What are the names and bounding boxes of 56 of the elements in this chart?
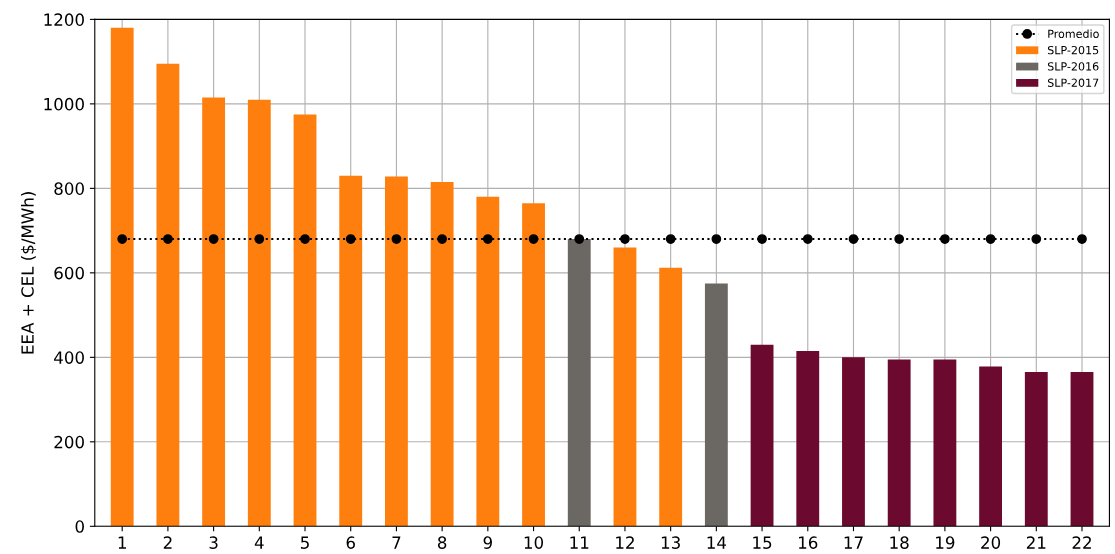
bar (1024, 372, 1048, 527)
bar (796, 350, 820, 527)
x-tick-label: 21 (1026, 536, 1046, 549)
x-tick-label: 5 (301, 536, 309, 549)
bar (887, 359, 911, 527)
bar (979, 366, 1003, 527)
bar (842, 357, 865, 527)
x-tick-label: 9 (483, 536, 492, 549)
x-tick-label: 10 (524, 536, 544, 549)
x-tick-label: 18 (890, 536, 909, 549)
bar (110, 27, 134, 527)
x-tick-label: 17 (844, 536, 863, 549)
bar (385, 176, 408, 527)
x-tick-label: 2 (163, 536, 172, 549)
y-axis-title: EEA + CEL ($/MWh) (20, 192, 37, 354)
bar (202, 97, 226, 527)
bar (522, 203, 545, 527)
bar (750, 344, 774, 527)
x-tick-label: 20 (981, 536, 1001, 549)
bar (933, 359, 957, 527)
legend-label: SLP-2016 (1047, 62, 1099, 71)
x-tick-label: 1 (118, 536, 126, 549)
x-tick-label: 19 (936, 536, 955, 549)
x-tick-label: 13 (661, 536, 680, 549)
x-tick-label: 12 (616, 536, 634, 549)
bar (1070, 372, 1094, 527)
bar (247, 99, 271, 527)
bar (567, 239, 591, 527)
x-tick-label: 6 (346, 536, 355, 549)
x-tick-label: 8 (437, 536, 447, 549)
x-tick-label: 4 (254, 536, 264, 549)
x-tick-label: 11 (570, 536, 589, 549)
y-tick-label: 1000 (44, 97, 84, 111)
bar (293, 114, 317, 527)
legend-label: Promedio (1048, 29, 1099, 38)
y-tick-label: 0 (75, 520, 84, 533)
x-tick-label: 3 (209, 536, 218, 549)
y-tick-label: 800 (54, 182, 84, 195)
bar (156, 63, 180, 527)
x-tick-label: 7 (392, 536, 401, 549)
y-tick-label: 200 (54, 435, 84, 449)
bar (613, 247, 637, 527)
bar (659, 267, 683, 527)
bar (476, 196, 500, 527)
x-tick-label: 15 (753, 536, 772, 549)
y-tick-label: 600 (54, 266, 84, 280)
x-tick-label: 22 (1072, 536, 1091, 549)
y-tick-label: 1200 (44, 13, 84, 26)
bar (339, 175, 363, 527)
x-tick-label: 16 (799, 536, 818, 549)
legend-label: SLP-2015 (1047, 45, 1099, 55)
legend-label: SLP-2017 (1047, 78, 1099, 87)
y-tick-label: 400 (54, 351, 84, 364)
bar (704, 283, 728, 527)
x-tick-label: 14 (707, 536, 727, 549)
bar (430, 182, 454, 527)
